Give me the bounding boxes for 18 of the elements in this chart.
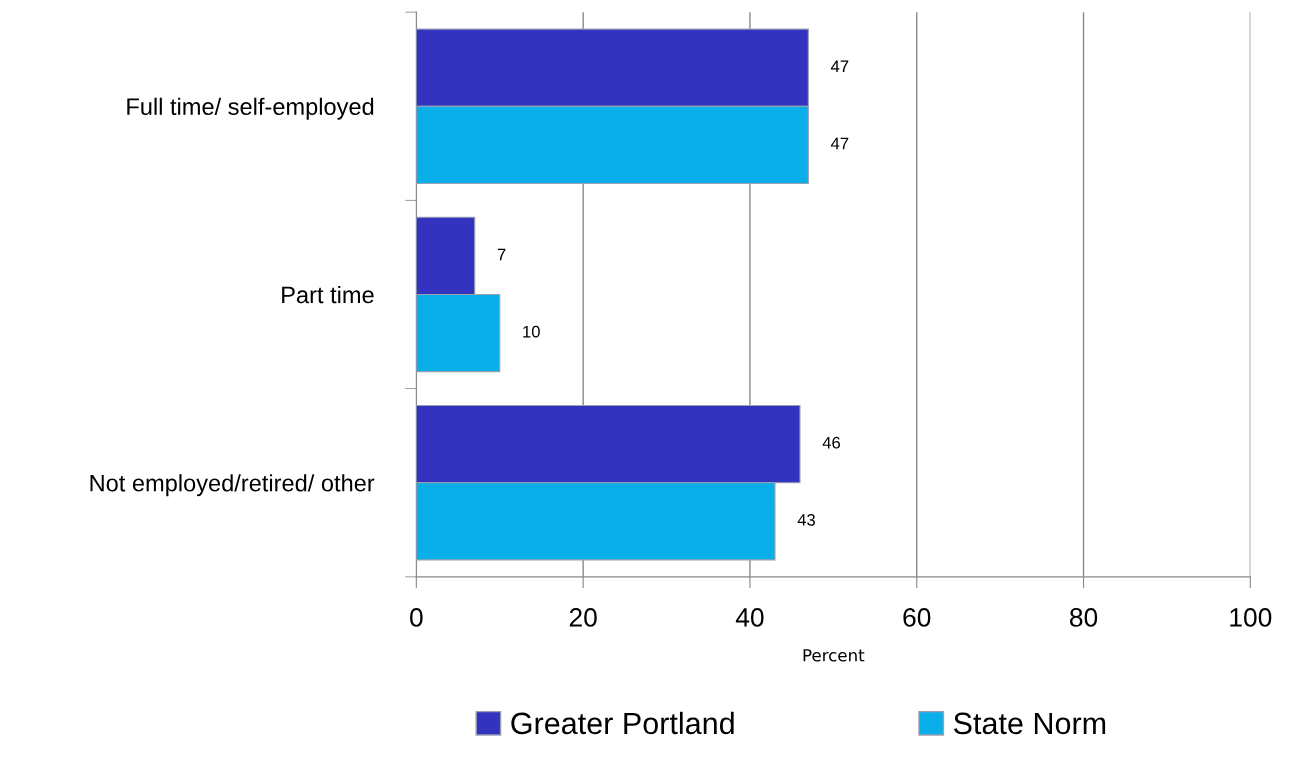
- y-tick-label: Full time/ self-employed: [127, 97, 374, 120]
- x-tick-label: 0: [410, 608, 423, 627]
- legend-label: Greater Portland: [511, 711, 734, 735]
- data-label: 47: [830, 60, 849, 72]
- x-tick-label: 60: [903, 608, 931, 627]
- data-label: 10: [523, 325, 540, 338]
- x-tick-label: 100: [1230, 608, 1272, 627]
- x-tick-label: 40: [735, 608, 764, 627]
- y-tick-label: Not employed/retired/ other: [90, 474, 375, 497]
- x-tick-label: 20: [569, 608, 597, 627]
- x-tick-label: 80: [1070, 608, 1098, 627]
- data-label: 46: [822, 436, 841, 449]
- x-axis-title: Percent: [803, 649, 865, 662]
- y-tick-label: Part time: [282, 285, 374, 304]
- data-label: 7: [497, 248, 506, 261]
- legend-label: State Norm: [953, 712, 1106, 735]
- data-label: 47: [830, 137, 849, 150]
- data-label: 43: [797, 513, 815, 526]
